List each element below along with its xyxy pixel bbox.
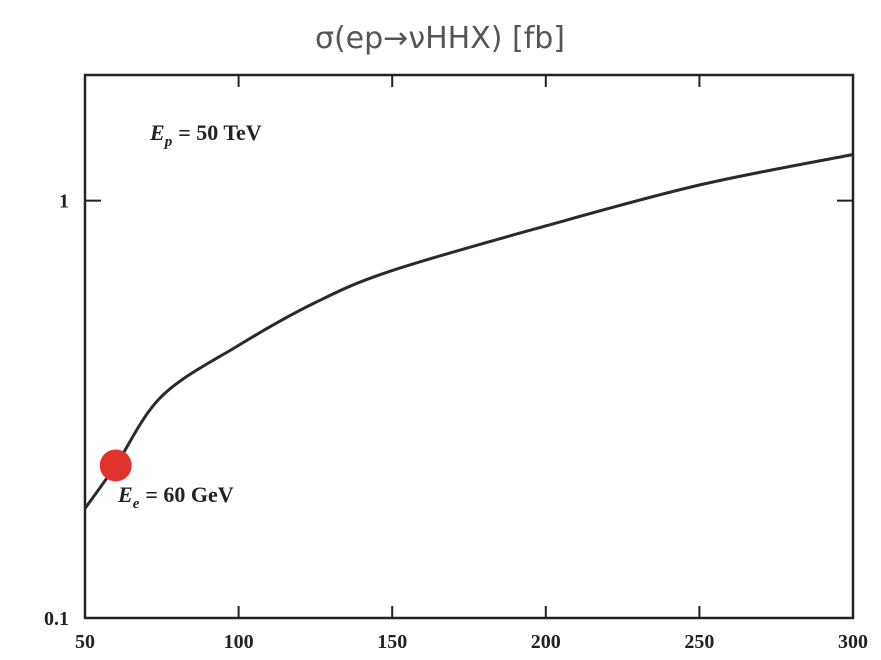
- curve: [83, 153, 854, 510]
- x-tick-label: 200: [531, 631, 561, 653]
- x-tick-label: 250: [684, 631, 714, 653]
- annotation-symbol: E: [117, 482, 133, 507]
- chart-title: σ(ep→νHHX) [fb]: [315, 21, 565, 56]
- plot-frame: [83, 73, 855, 620]
- x-tick-label: 300: [838, 631, 868, 653]
- annotation-text: = 50 TeV: [178, 120, 262, 145]
- x-tick-label: 150: [377, 631, 407, 653]
- annotation-text: = 60 GeV: [145, 482, 233, 507]
- annotation-symbol: E: [149, 120, 165, 145]
- x-tick-label: 100: [224, 631, 254, 653]
- annotation-subscript: p: [163, 134, 173, 150]
- annotation-subscript: e: [133, 496, 140, 512]
- annotation: Ee = 60 GeV: [117, 482, 234, 512]
- x-tick-label: 50: [75, 631, 95, 653]
- y-tick-label: 1: [59, 191, 69, 213]
- y-tick-label: 0.1: [44, 608, 69, 630]
- data-point: [99, 449, 132, 482]
- annotation: Ep = 50 TeV: [149, 120, 262, 150]
